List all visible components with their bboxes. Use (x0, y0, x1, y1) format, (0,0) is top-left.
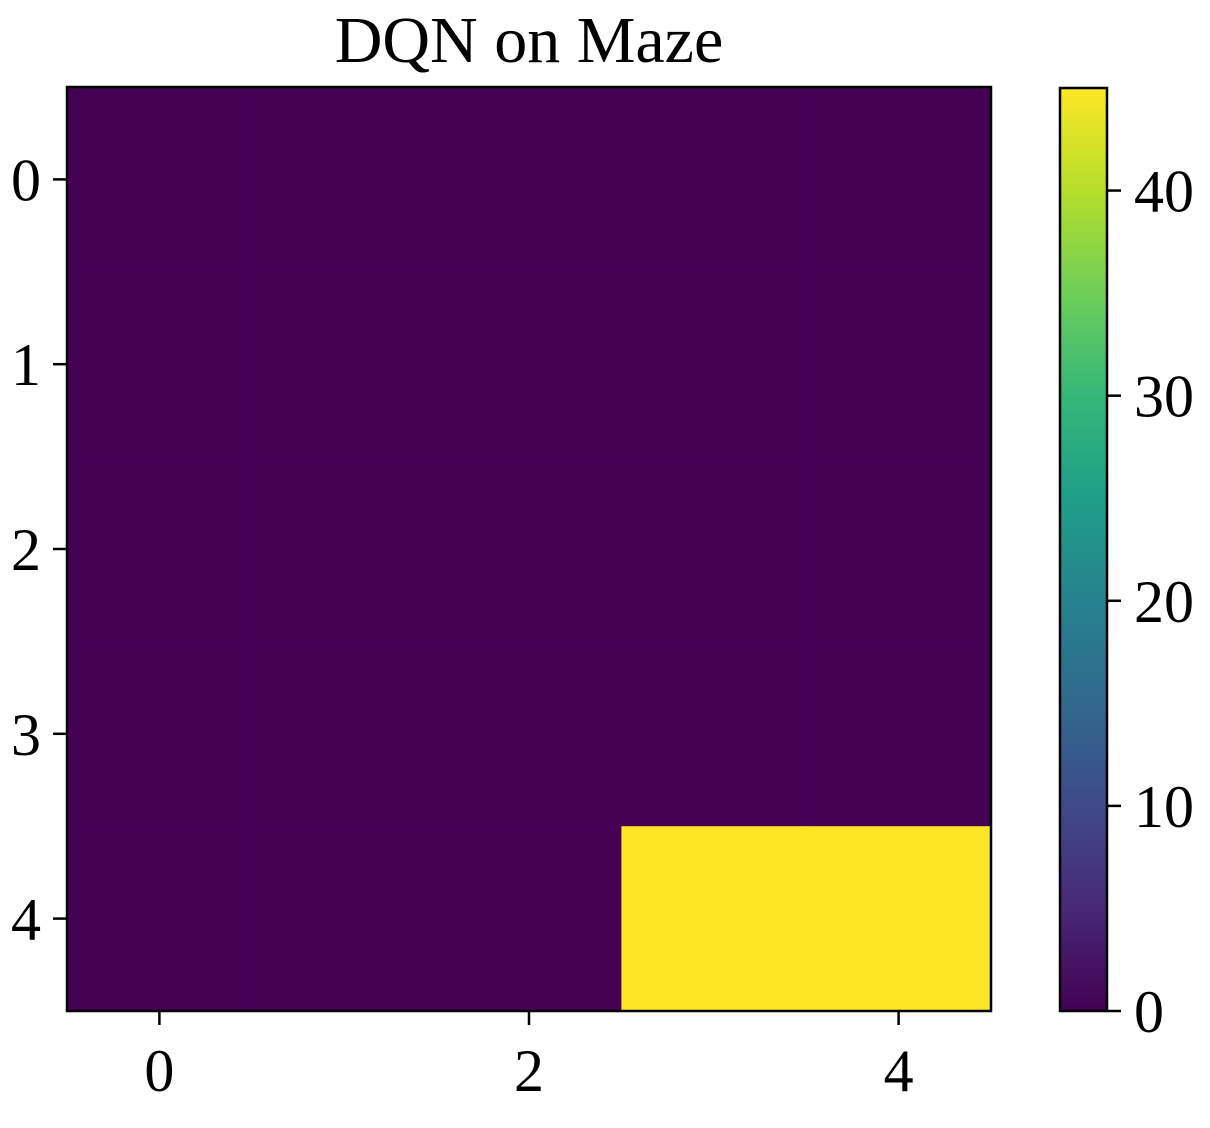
heatmap-cell (67, 826, 253, 1012)
heatmap-cell (621, 271, 807, 458)
heatmap-cell (621, 826, 807, 1012)
heatmap-cell (251, 456, 438, 642)
heatmap-cell (251, 87, 438, 273)
chart-title: DQN on Maze (335, 4, 724, 77)
colorbar-tick-label: 0 (1134, 979, 1164, 1045)
colorbar-axis: 0 10 20 30 40 (1107, 159, 1194, 1045)
heatmap-cell (251, 826, 438, 1012)
colorbar-tick-label: 40 (1134, 159, 1194, 225)
colorbar (1060, 88, 1107, 1011)
heatmap-cell (436, 271, 622, 458)
heatmap-cell (436, 641, 622, 827)
heatmap-cell (621, 456, 807, 642)
heatmap-cell (806, 456, 992, 642)
heatmap-cell (806, 271, 992, 458)
heatmap-cell (436, 456, 622, 642)
heatmap-cell (251, 271, 438, 458)
heatmap-cell (806, 826, 992, 1012)
y-tick-label: 4 (11, 887, 41, 953)
heatmap-cell (436, 87, 622, 273)
heatmap-cells (67, 87, 992, 1012)
heatmap-cell (67, 641, 253, 827)
heatmap-cell (806, 87, 992, 273)
heatmap-cell (806, 641, 992, 827)
heatmap-cell (621, 641, 807, 827)
x-tick-label: 0 (144, 1038, 174, 1104)
heatmap-cell (251, 641, 438, 827)
heatmap-cell (67, 87, 253, 273)
y-tick-label: 1 (11, 332, 41, 398)
heatmap-cell (67, 271, 253, 458)
heatmap-cell (67, 456, 253, 642)
x-tick-label: 2 (514, 1038, 544, 1104)
colorbar-tick-label: 30 (1134, 364, 1194, 430)
y-tick-label: 2 (11, 517, 41, 583)
x-tick-label: 4 (884, 1038, 914, 1104)
colorbar-frame (1058, 86, 1109, 1013)
heatmap-cell (621, 87, 807, 273)
y-axis: 0 1 2 3 4 (11, 147, 67, 953)
y-tick-label: 3 (11, 702, 41, 768)
colorbar-tick-label: 10 (1134, 774, 1194, 840)
y-tick-label: 0 (11, 147, 41, 213)
x-axis: 0 2 4 (144, 1011, 914, 1104)
colorbar-tick-label: 20 (1134, 569, 1194, 635)
heatmap-cell (436, 826, 622, 1012)
